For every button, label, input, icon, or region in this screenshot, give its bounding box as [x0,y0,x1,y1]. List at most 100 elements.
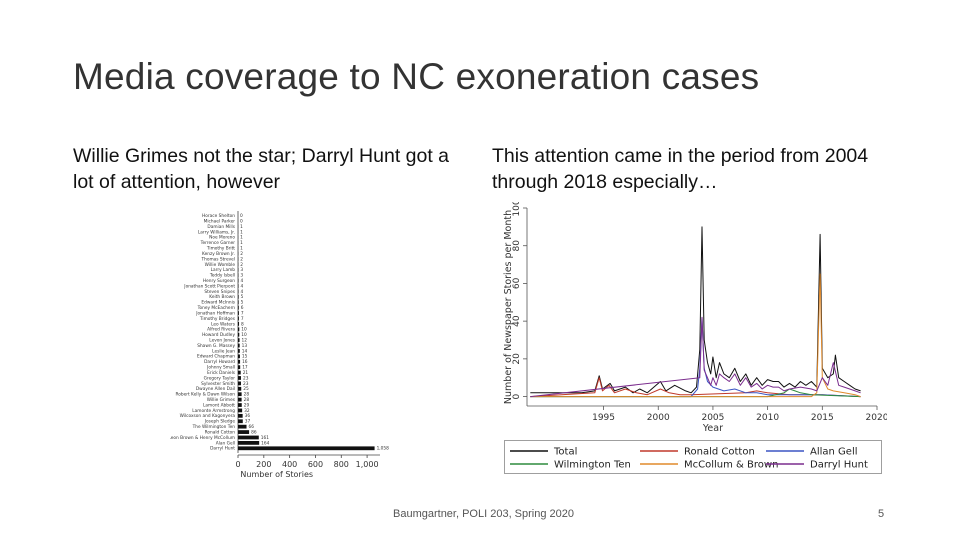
bar-category-label: Jonathan Hoffman [195,310,235,316]
bar-value-label: 28 [244,397,250,403]
bar-category-label: Darryl Howard [204,359,235,365]
page-number: 5 [878,508,885,520]
bar-category-label: Lamonte Armstrong [192,408,235,414]
bar-value-label: 32 [244,408,250,414]
bar [238,392,242,397]
bar-category-label: Gregory Taylor [204,375,236,381]
bar-category-label: Edward Chapman [197,354,235,360]
bar-value-label: 7 [241,316,244,322]
bar-x-axis-title: Number of Stories [240,470,313,479]
line-y-axis-title: Number of Newspaper Stories per Month [503,210,514,404]
bar [238,316,239,321]
bar-value-label: 6 [241,305,244,311]
bar-category-label: Leo Waters [211,321,236,327]
bar-category-label: Sylvester Smith [201,381,235,387]
right-column-heading: This attention came in the period from 2… [492,145,869,193]
series-wilmington-ten-line [530,388,861,398]
bar-category-label: Keith Brown [209,294,235,300]
bar-value-label: 1 [240,246,243,252]
bar-value-label: 1 [240,224,243,230]
bar-value-label: 3 [240,267,243,273]
bar-category-label: Joseph Sledge [204,419,236,425]
bar-value-label: 28 [244,392,250,398]
legend-label: McCollum & Brown [684,460,778,471]
bar [238,321,240,326]
bar-category-label: Henry Surgeon [203,278,235,284]
line-x-axis-title: Year [702,423,723,434]
bar-value-label: 2 [240,251,243,257]
bar [238,349,240,353]
bar-category-label: Timothy Bridges [199,316,236,322]
line-y-tick-label: 0 [512,393,522,399]
bar-category-label: Willie Womble [205,262,236,268]
bar-category-label: Edward McInnis [201,300,235,306]
bar [238,370,241,375]
bar [238,338,240,343]
stories-per-month-line-chart: 0 20 40 60 80 100 1995 2000 2005 2010 2015 2020 Year… [503,202,887,434]
bar-value-label: 25 [243,386,249,392]
bar-value-label: 8 [241,321,244,327]
bar-category-label: Steven Snipes [204,289,235,295]
legend-label: Total [553,447,577,458]
bar-category-label: Dwayne Allen Dail [196,386,235,392]
legend-label: Ronald Cotton [684,447,755,458]
bar-category-label: Ronald Cotton [205,429,236,435]
bar-category-label: The Wilmington Ten [192,424,236,430]
bar-category-label: Darryl Hunt [210,446,235,452]
bar-category-label: Horace Shelton [202,213,235,219]
bar-value-label: 5 [241,294,244,300]
bar [238,446,375,451]
stories-per-case-bar-chart: Horace Shelton 0 Michael Parker 0 Damian Mil… [170,211,390,479]
bar-value-label: 66 [249,424,255,430]
bar-value-label: 13 [242,343,248,349]
bar-category-label: Jonathan Scott Pierpont [183,283,235,289]
bar-category-label: Lamont Abbott [203,402,235,408]
bar [238,278,239,283]
bar-value-label: 3 [240,273,243,279]
bar-category-label: Willie Grimes [207,397,236,403]
bar [238,305,239,310]
bar-x-tick-label: 600 [308,460,323,469]
bar-value-label: 14 [242,348,248,354]
legend-label: Allan Gell [810,447,858,458]
series-total-line [530,226,861,394]
bar-x-tick-label: 200 [256,460,271,469]
bar-category-label: Michael Parker [204,219,236,225]
bar-category-label: Thomas Strevel [200,256,235,262]
bar-value-label: 0 [240,219,243,225]
bar-category-label: Alan Gell [216,440,235,446]
bar [238,397,242,402]
bar-category-label: Levon Jones [209,338,235,344]
bar-value-label: 23 [243,375,249,381]
series-darryl-hunt-line [530,316,861,398]
bar-value-label: 1 [240,240,243,246]
bar-value-label: 21 [243,370,249,376]
bar-value-label: 16 [242,359,248,365]
left-column-heading: Willie Grimes not the star; Darryl Hunt … [73,145,450,193]
bar-category-label: Alfred Rivera [207,327,235,333]
bar-value-label: 1 [240,235,243,241]
bar-value-label: 29 [244,402,250,408]
bar-value-label: 5 [241,300,244,306]
bar-value-label: 161 [261,435,269,441]
slide-title: Media coverage to NC exoneration cases [73,56,760,97]
bar-category-label: Kenzy Brown Jr. [202,251,235,257]
bar [238,294,239,299]
legend-label: Darryl Hunt [810,460,868,471]
bar-value-label: 1,058 [377,446,390,452]
bar [238,386,242,391]
bar-category-label: Larry Williams, Jr. [198,229,235,235]
bar-category-label: Toney McEachern [197,305,236,311]
bar-value-label: 2 [240,262,243,268]
series-allan-gell-line [530,316,861,398]
bar [238,430,250,434]
bar [238,343,240,348]
bar [238,408,243,413]
bar-value-label: 23 [243,381,249,387]
line-y-tick-label: 80 [512,240,522,252]
bar [238,413,243,418]
bar [238,311,239,315]
bar-value-label: 2 [240,256,243,262]
bar-category-label: Shawn G. Massey [197,343,235,349]
bar-category-label: Leslie Jean [212,348,235,354]
